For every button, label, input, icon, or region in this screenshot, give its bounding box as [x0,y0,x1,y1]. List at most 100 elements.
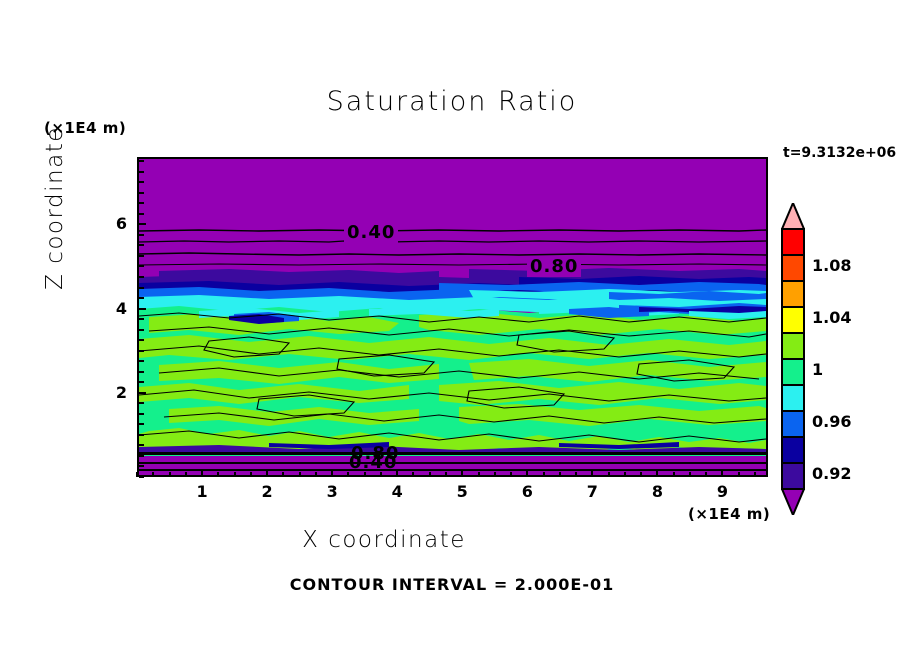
x-tick-major [331,470,334,477]
y-tick-minor [139,381,144,384]
x-tick-label: 6 [521,482,533,501]
x-tick-minor [672,472,675,477]
colorbar-band[interactable] [781,332,805,360]
colorbar-band[interactable] [781,254,805,282]
x-tick-minor [347,472,350,477]
colorbar-band[interactable] [781,306,805,334]
contour-label-040-lower: 0.40 [349,452,398,473]
x-tick-minor [217,472,220,477]
x-tick-minor [477,472,480,477]
y-axis-unit-label: (×1E4 m) [44,119,127,137]
x-tick-major [526,470,529,477]
x-tick-major [721,470,724,477]
contour-label-080-lower: 0.80 [351,443,400,464]
x-tick-minor [737,472,740,477]
y-tick-minor [139,160,144,163]
colorbar-tick-label: 1.08 [812,256,852,275]
contour-interval-caption: CONTOUR INTERVAL = 2.000E-01 [289,575,615,594]
contour-field [139,159,766,475]
y-tick-minor [139,202,144,205]
x-tick-label: 4 [391,482,403,501]
x-tick-minor [510,472,513,477]
y-tick-minor [139,328,144,331]
x-tick-label: 1 [196,482,208,501]
contour-plot-area: 0.40 0.80 0.80 0.40 [137,157,768,477]
x-tick-minor [168,472,171,477]
x-tick-label: 9 [716,482,729,501]
y-tick-major [139,391,146,394]
x-tick-minor [428,472,431,477]
x-tick-minor [298,472,301,477]
x-tick-minor [363,472,366,477]
colorbar[interactable] [781,203,805,515]
colorbar-band[interactable] [781,358,805,386]
x-tick-minor [314,472,317,477]
y-tick-minor [139,297,144,300]
x-tick-major [266,470,269,477]
y-tick-minor [139,254,144,257]
x-tick-minor [379,472,382,477]
y-tick-minor [139,349,144,352]
y-tick-minor [139,181,144,184]
colorbar-band[interactable] [781,280,805,308]
colorbar-under-cap [781,488,805,515]
x-axis-unit-label: (×1E4 m) [688,505,771,523]
x-tick-label: 5 [456,482,468,501]
y-tick-major [139,223,146,226]
x-tick-major [461,470,464,477]
y-tick-minor [139,233,144,236]
contour-label-040-upper: 0.40 [344,222,399,243]
x-tick-label: 7 [586,482,598,501]
colorbar-band[interactable] [781,228,805,256]
y-tick-minor [139,318,144,321]
x-tick-minor [558,472,561,477]
y-tick-minor [139,244,144,247]
y-tick-minor [139,360,144,363]
y-tick-minor [139,433,144,436]
x-tick-minor [136,472,138,477]
y-tick-minor [139,286,144,289]
colorbar-band[interactable] [781,462,805,490]
y-axis-title: Z coordinate [42,126,68,290]
y-tick-minor [139,476,144,478]
x-tick-minor [184,472,187,477]
colorbar-band[interactable] [781,436,805,464]
x-tick-label: 2 [261,482,273,501]
y-tick-minor [139,444,144,447]
x-tick-minor [575,472,578,477]
y-tick-label: 6 [115,214,127,234]
x-tick-minor [705,472,708,477]
x-tick-minor [152,472,155,477]
colorbar-tick-label: 0.92 [812,464,852,483]
x-tick-minor [444,472,447,477]
colorbar-band[interactable] [781,384,805,412]
colorbar-band[interactable] [781,410,805,438]
x-tick-minor [249,472,252,477]
y-tick-minor [139,423,144,426]
y-tick-minor [139,370,144,373]
x-axis-title: X coordinate [302,527,466,553]
y-tick-minor [139,465,144,468]
colorbar-over-cap [781,203,805,230]
x-tick-minor [282,472,285,477]
y-tick-minor [139,454,144,457]
y-tick-major [139,307,146,310]
x-tick-minor [233,472,236,477]
y-tick-minor [139,191,144,194]
x-tick-minor [688,472,691,477]
y-tick-minor [139,265,144,268]
y-tick-label: 2 [115,382,127,402]
contour-label-080-upper: 0.80 [527,256,582,277]
x-tick-minor [623,472,626,477]
y-tick-minor [139,276,144,278]
y-tick-label: 4 [115,298,127,318]
y-tick-minor [139,212,144,215]
x-tick-label: 8 [651,482,663,501]
y-tick-minor [139,412,144,415]
x-tick-minor [493,472,496,477]
x-tick-major [201,470,204,477]
x-tick-major [396,470,399,477]
x-tick-major [656,470,659,477]
colorbar-tick-label: 1.04 [812,308,852,327]
page-title: Saturation Ratio [326,86,578,117]
